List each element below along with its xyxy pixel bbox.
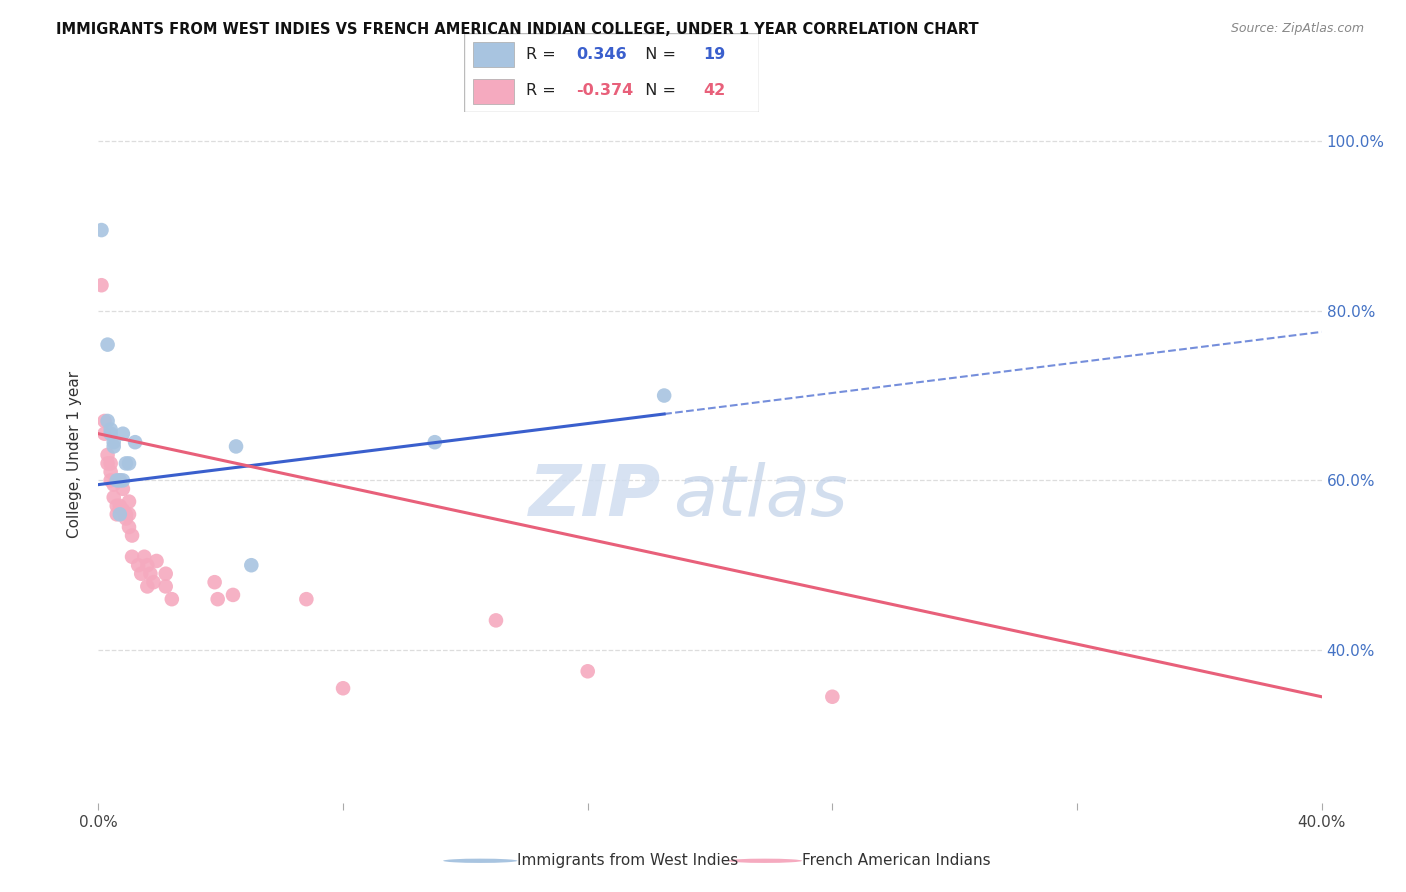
- Point: [108, 508, 131, 522]
- Text: N =: N =: [636, 83, 682, 98]
- Point: [100, 426, 122, 441]
- Point: [225, 439, 247, 453]
- Circle shape: [728, 859, 801, 863]
- Point: [115, 508, 138, 522]
- Point: [121, 528, 143, 542]
- Point: [821, 690, 844, 704]
- Point: [127, 558, 149, 573]
- Point: [652, 388, 675, 402]
- Point: [108, 474, 131, 488]
- FancyBboxPatch shape: [464, 33, 759, 112]
- Text: -0.374: -0.374: [576, 83, 634, 98]
- Point: [155, 566, 177, 581]
- Point: [97, 414, 120, 428]
- Point: [295, 592, 318, 607]
- Point: [222, 588, 245, 602]
- Text: 42: 42: [703, 83, 725, 98]
- Point: [103, 439, 125, 453]
- Point: [108, 474, 131, 488]
- FancyBboxPatch shape: [472, 78, 515, 103]
- Text: ZIP: ZIP: [529, 462, 661, 531]
- Point: [97, 448, 120, 462]
- Point: [240, 558, 263, 573]
- Point: [204, 575, 226, 590]
- Point: [207, 592, 229, 607]
- Point: [105, 474, 128, 488]
- Point: [139, 566, 162, 581]
- Point: [100, 457, 122, 471]
- Text: R =: R =: [526, 83, 561, 98]
- Point: [129, 566, 152, 581]
- Point: [103, 477, 125, 491]
- Point: [485, 613, 508, 627]
- Point: [111, 503, 134, 517]
- Point: [118, 494, 141, 508]
- Text: 0.346: 0.346: [576, 46, 627, 62]
- Text: N =: N =: [636, 46, 682, 62]
- Point: [100, 474, 122, 488]
- Point: [576, 665, 599, 679]
- Point: [90, 223, 112, 237]
- Point: [136, 558, 159, 573]
- Y-axis label: College, Under 1 year: College, Under 1 year: [67, 371, 83, 539]
- Point: [108, 499, 131, 513]
- Point: [111, 482, 134, 496]
- Point: [145, 554, 167, 568]
- Point: [332, 681, 354, 696]
- Text: IMMIGRANTS FROM WEST INDIES VS FRENCH AMERICAN INDIAN COLLEGE, UNDER 1 YEAR CORR: IMMIGRANTS FROM WEST INDIES VS FRENCH AM…: [56, 22, 979, 37]
- Text: Source: ZipAtlas.com: Source: ZipAtlas.com: [1230, 22, 1364, 36]
- Point: [93, 426, 115, 441]
- Text: Immigrants from West Indies: Immigrants from West Indies: [517, 854, 738, 868]
- Point: [115, 511, 138, 525]
- Point: [105, 508, 128, 522]
- Point: [111, 426, 134, 441]
- Text: R =: R =: [526, 46, 561, 62]
- Point: [118, 457, 141, 471]
- FancyBboxPatch shape: [472, 42, 515, 67]
- Point: [118, 508, 141, 522]
- Point: [100, 422, 122, 436]
- Circle shape: [443, 859, 517, 863]
- Point: [124, 435, 146, 450]
- Point: [115, 457, 138, 471]
- Point: [160, 592, 183, 607]
- Text: 19: 19: [703, 46, 725, 62]
- Point: [155, 579, 177, 593]
- Point: [97, 337, 120, 351]
- Point: [90, 278, 112, 293]
- Point: [118, 520, 141, 534]
- Point: [93, 414, 115, 428]
- Point: [103, 491, 125, 505]
- Point: [134, 549, 156, 564]
- Point: [105, 499, 128, 513]
- Point: [121, 549, 143, 564]
- Point: [142, 575, 165, 590]
- Point: [111, 474, 134, 488]
- Point: [97, 457, 120, 471]
- Point: [423, 435, 446, 450]
- Point: [103, 435, 125, 450]
- Text: French American Indians: French American Indians: [801, 854, 991, 868]
- Point: [100, 465, 122, 479]
- Point: [136, 579, 159, 593]
- Text: atlas: atlas: [673, 462, 848, 531]
